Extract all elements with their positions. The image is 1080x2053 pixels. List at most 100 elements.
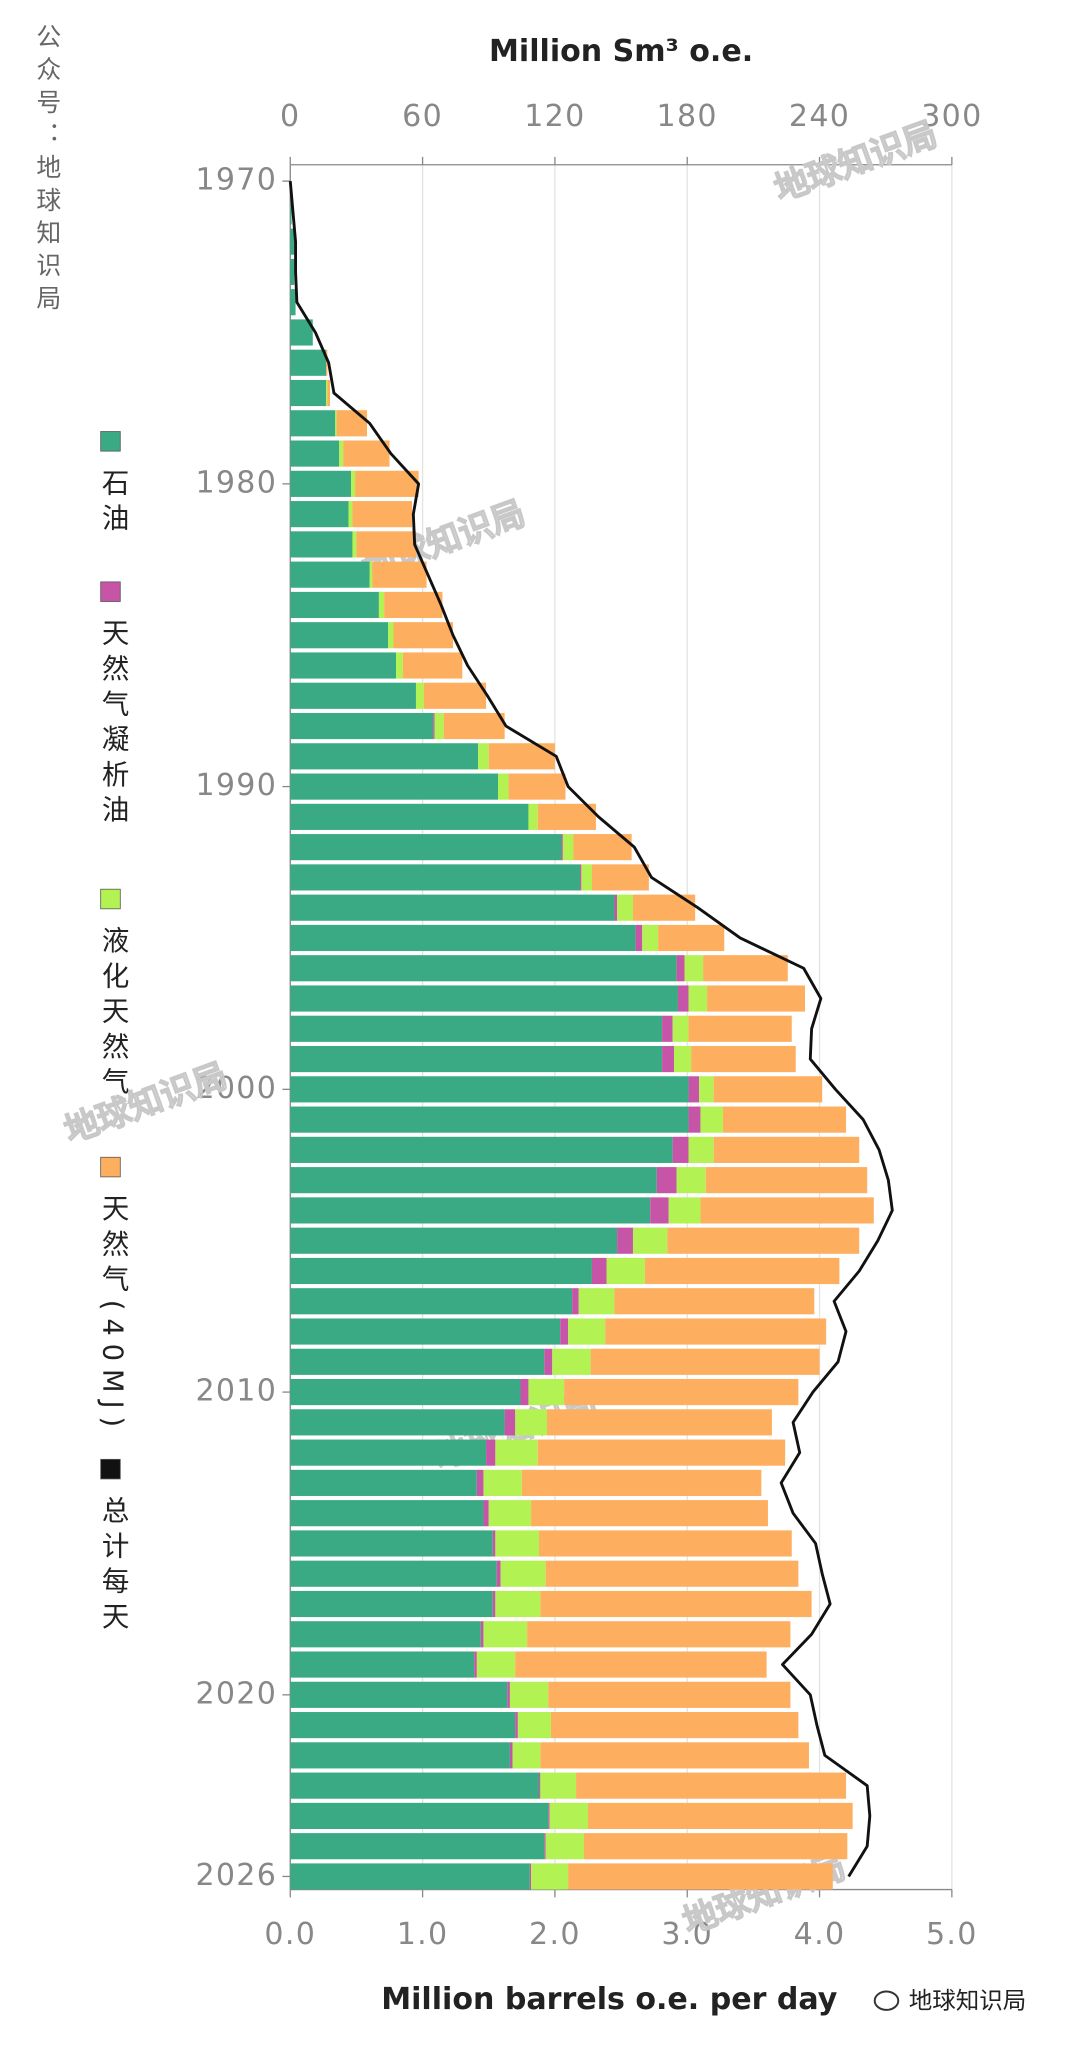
bar-segment [290, 1197, 651, 1224]
bar-segment [548, 1681, 791, 1708]
legend-label: 天然气凝析油 [97, 619, 130, 831]
bar-segment [614, 894, 618, 921]
bar-segment [662, 1045, 674, 1073]
bar-segment [539, 1530, 792, 1557]
bar-segment [290, 1651, 475, 1678]
bar-segment [662, 1015, 673, 1042]
bar-segment [691, 1045, 796, 1073]
bar-segment [549, 1802, 588, 1829]
bar-segment [676, 955, 685, 982]
x-axis-title: Million barrels o.e. per day [381, 1982, 838, 2017]
bar-segment [290, 652, 397, 679]
bar-segment [290, 1712, 516, 1739]
bar-segment [515, 1409, 547, 1436]
bar-segment [550, 1712, 799, 1739]
bar-segment [393, 622, 454, 649]
bar-segment [650, 1197, 669, 1224]
bar-segment [290, 1500, 484, 1527]
bar-segment [335, 410, 337, 437]
bar-segment [488, 743, 555, 770]
bar-segment [688, 1136, 714, 1163]
bar-segment [483, 1469, 522, 1496]
bar-segment [644, 1257, 840, 1285]
legend-swatch [100, 1458, 121, 1480]
bar-segment [495, 1590, 541, 1618]
y-tick-label: 2020 [195, 1676, 277, 1711]
bar-segment [688, 1015, 792, 1042]
bar-segment [562, 834, 574, 861]
bar-segment [642, 924, 659, 952]
bar-segment [537, 803, 596, 830]
y-tick-label: 2026 [195, 1858, 277, 1893]
bar-segment [561, 834, 563, 861]
y-tick-label: 2010 [195, 1374, 277, 1409]
bar-segment [336, 410, 368, 437]
bar-segment [632, 1227, 668, 1254]
bar-segment [290, 682, 416, 709]
bar-segment [290, 561, 370, 588]
bar-segment [544, 1833, 546, 1860]
bar-segment [587, 1802, 853, 1829]
bar-segment [290, 1833, 545, 1860]
x2-axis-title: Million Sm³ o.e. [489, 34, 753, 69]
bar-segment [290, 712, 434, 740]
bar-segment [290, 1379, 521, 1406]
bar-segment [552, 1348, 591, 1375]
bar-segment [700, 1197, 874, 1224]
bar-segment [617, 1227, 633, 1254]
bar-segment [673, 1045, 692, 1073]
bar-segment [545, 1833, 585, 1860]
bar-segment [540, 1772, 577, 1799]
total-line [288, 180, 894, 1878]
bar-segment [545, 1560, 799, 1587]
bar-segment [492, 1590, 496, 1618]
x2-tick-label: 0 [280, 99, 300, 134]
bar-segment [290, 1015, 663, 1042]
bar-segment [290, 955, 677, 982]
bar-segment [590, 1348, 820, 1375]
bar-segment [677, 985, 689, 1012]
bar-segment [699, 1076, 714, 1103]
bar-segment [351, 470, 356, 497]
bar-segment [509, 1681, 549, 1708]
bar-segment [498, 773, 509, 800]
bar-segment [667, 1227, 860, 1254]
bar-segment [343, 440, 390, 467]
bar-segment [434, 712, 444, 740]
bar-segment [528, 1379, 565, 1406]
x2-tick-label: 300 [921, 99, 982, 134]
bar-segment [290, 1227, 618, 1254]
bar-segment [496, 1560, 501, 1587]
bar-segment [290, 1439, 487, 1466]
bar-segment [584, 1833, 848, 1860]
legend-swatch [100, 581, 121, 602]
bar-segment [540, 1590, 812, 1618]
bar-segment [531, 1500, 768, 1527]
legend-label: 石油 [97, 468, 130, 539]
bar-segment [672, 1136, 689, 1163]
bar-segment [290, 1257, 592, 1285]
bar-segment [580, 864, 582, 891]
bar-segment [290, 470, 352, 497]
bar-segment [290, 985, 678, 1012]
bar-segment [581, 864, 592, 891]
legend-label: 液化天然气 [97, 926, 130, 1102]
bar-segment [290, 440, 340, 467]
y-tick-label: 1990 [195, 768, 277, 803]
bar-segment [606, 1257, 645, 1285]
legend-swatch [100, 888, 121, 910]
x2-tick-label: 240 [789, 99, 850, 134]
bar-segment [492, 1530, 496, 1557]
bar-segment [688, 985, 708, 1012]
bar-segment [474, 1651, 477, 1678]
bar-segment [290, 864, 581, 891]
bar-segment [700, 1106, 723, 1133]
x2-tick-label: 120 [524, 99, 585, 134]
bar-segment [578, 1288, 615, 1315]
bar-segment [402, 652, 463, 679]
bar-segment [290, 743, 479, 770]
bar-segment [290, 1045, 663, 1073]
x2-tick-label: 60 [402, 99, 443, 134]
bar-segment [290, 622, 389, 649]
y-tick-label: 1980 [195, 465, 277, 500]
